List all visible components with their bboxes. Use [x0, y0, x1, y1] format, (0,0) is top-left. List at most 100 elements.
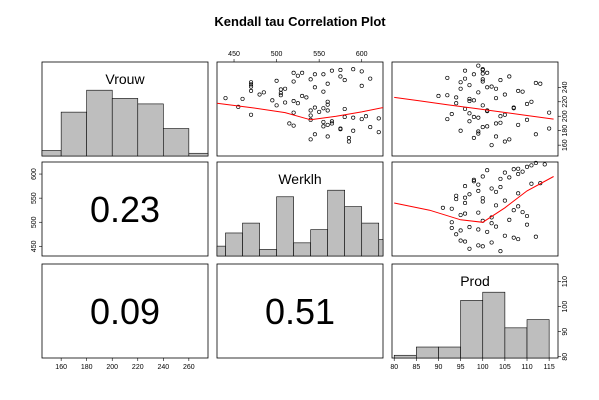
- histogram-bar-prod: [393, 354, 417, 359]
- scatter-point: [493, 134, 499, 139]
- scatter-point: [489, 143, 494, 148]
- scatter-point: [524, 213, 530, 219]
- y-tick-label: 600: [31, 168, 38, 180]
- scatter-point: [480, 125, 485, 130]
- scatter-point: [498, 114, 503, 119]
- scatter-point: [376, 130, 381, 135]
- scatter-point: [287, 121, 292, 126]
- x-tick-label: 550: [313, 51, 325, 58]
- histogram-bar-prod: [438, 346, 461, 359]
- correlation-value: 0.23: [90, 189, 160, 230]
- scatter-point: [471, 72, 476, 77]
- scatter-point: [376, 116, 381, 121]
- scatter-point: [329, 119, 334, 124]
- scatter-point: [445, 75, 450, 80]
- x-tick-label: 115: [544, 364, 555, 371]
- scatter-point: [467, 192, 472, 197]
- scatter-point: [278, 87, 283, 92]
- scatter-point: [368, 125, 373, 130]
- scatter-point: [449, 206, 454, 211]
- scatter-point: [493, 96, 499, 101]
- scatter-point: [480, 79, 485, 84]
- scatter-point: [467, 83, 472, 88]
- scatter-point: [516, 172, 521, 177]
- scatter-point: [476, 131, 481, 136]
- scatter-point: [520, 89, 525, 94]
- scatter-point: [458, 228, 463, 233]
- scatter-point: [476, 210, 481, 215]
- scatter-point: [249, 80, 254, 85]
- scatter-point: [291, 79, 296, 84]
- scatter-point: [462, 211, 468, 216]
- scatter-point: [480, 196, 485, 201]
- scatter-point: [467, 98, 472, 104]
- y-tick-label: 80: [562, 353, 569, 361]
- scatter-point: [507, 217, 512, 222]
- scatter-point: [436, 93, 441, 99]
- scatter-point: [325, 102, 330, 107]
- scatter-point: [325, 134, 330, 139]
- histogram-bar-vrouw: [188, 152, 209, 157]
- histogram-bar-vrouw: [111, 98, 139, 157]
- scatter-point: [325, 122, 330, 127]
- scatter-point: [516, 122, 521, 127]
- scatter-point: [338, 74, 343, 79]
- y-tick-label: 90: [562, 328, 569, 336]
- scatter-point: [300, 70, 305, 75]
- scatter-point: [312, 85, 317, 90]
- x-tick-label: 200: [106, 364, 118, 371]
- scatter-point: [462, 68, 468, 73]
- scatter-point: [321, 124, 326, 129]
- scatter-point: [317, 109, 322, 114]
- scatter-point: [236, 104, 241, 109]
- x-tick-label: 260: [183, 364, 195, 371]
- y-tick-label: 450: [31, 240, 38, 252]
- histogram-bar-werklh: [225, 232, 243, 257]
- scatter-point: [516, 237, 521, 242]
- y-tick-label: 220: [562, 96, 569, 108]
- panel-prod-werklh: [216, 263, 384, 359]
- scatter-point: [485, 168, 490, 173]
- scatter-point: [321, 72, 326, 77]
- scatter-point: [291, 70, 296, 75]
- scatter-point: [476, 63, 481, 68]
- histogram-bar-werklh: [344, 206, 363, 257]
- scatter-point: [507, 137, 512, 142]
- scatter-point: [274, 103, 279, 108]
- scatter-point: [338, 67, 343, 73]
- scatter-point: [454, 193, 459, 198]
- correlation-value: 0.51: [265, 291, 335, 332]
- scatter-point: [480, 67, 485, 73]
- scatter-point: [502, 170, 507, 175]
- trend-line: [394, 176, 554, 223]
- x-tick-label: 500: [271, 51, 283, 58]
- scatter-point: [249, 112, 254, 117]
- scatter-point: [321, 106, 326, 111]
- scatter-point: [308, 137, 313, 142]
- scatter-point: [291, 123, 296, 128]
- scatter-point: [329, 68, 334, 73]
- scatter-point: [304, 95, 309, 100]
- scatter-point: [449, 220, 454, 225]
- scatter-point: [493, 224, 499, 229]
- histogram-bar-werklh: [378, 239, 384, 257]
- scatter-point: [295, 101, 300, 106]
- scatter-point: [489, 186, 494, 191]
- scatter-point: [493, 86, 499, 91]
- x-tick-label: 110: [521, 364, 532, 371]
- scatter-point: [454, 232, 459, 237]
- scatter-point: [476, 227, 481, 232]
- histogram-bar-vrouw: [60, 111, 87, 157]
- scatter-point: [351, 115, 356, 120]
- scatter-point: [480, 199, 485, 204]
- scatter-point: [342, 114, 347, 120]
- scatter-point: [454, 101, 459, 106]
- scatter-point: [291, 110, 296, 115]
- scatter-point: [511, 235, 516, 240]
- scatter-point: [511, 106, 516, 111]
- y-tick-label: 550: [31, 192, 38, 204]
- scatter-point: [351, 67, 356, 72]
- x-tick-label: 160: [55, 364, 67, 371]
- scatter-point: [346, 135, 351, 140]
- scatter-point: [359, 83, 364, 88]
